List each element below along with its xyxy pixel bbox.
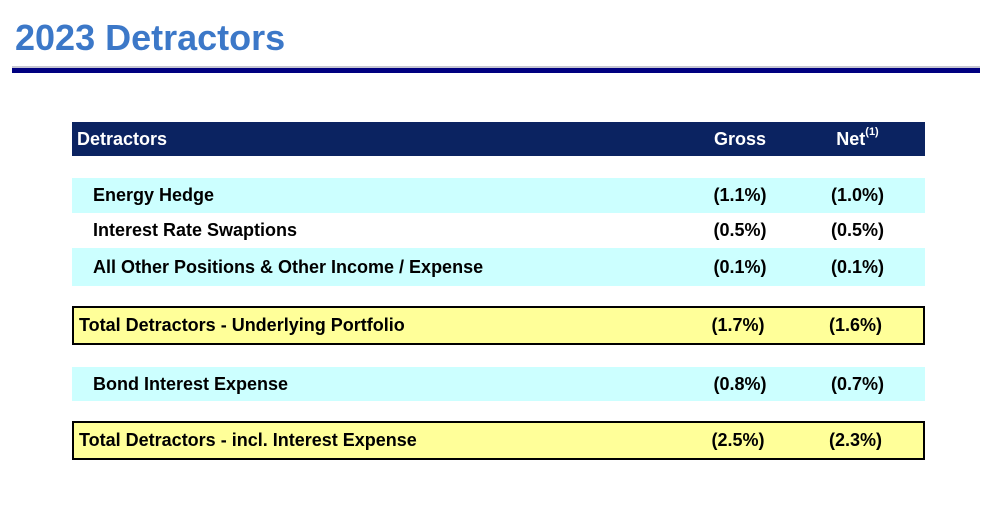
row-label: Bond Interest Expense [93, 373, 289, 394]
net-value: (0.5%) [830, 220, 884, 240]
header-detractors: Detractors [77, 128, 168, 149]
gross-value: (0.8%) [713, 373, 767, 394]
net-value: (1.6%) [828, 315, 882, 335]
table-row: Bond Interest Expense (0.8%) (0.7%) [72, 367, 925, 401]
net-value: (0.1%) [830, 256, 884, 277]
net-value: (1.0%) [830, 185, 884, 205]
total-row-incl-interest-expense: Total Detractors - incl. Interest Expens… [72, 421, 925, 460]
gross-value: (1.7%) [711, 315, 765, 335]
table-row: Interest Rate Swaptions (0.5%) (0.5%) [72, 213, 925, 248]
table-header-row: Detractors Gross Net(1) [72, 122, 925, 156]
row-label: Total Detractors - Underlying Portfolio [79, 315, 405, 335]
header-net-text: Net [836, 128, 866, 149]
row-label: Total Detractors - incl. Interest Expens… [79, 430, 417, 450]
net-value: (0.7%) [830, 373, 884, 394]
net-value: (2.3%) [828, 430, 882, 450]
detractors-table: Detractors Gross Net(1) Energy Hedge (1.… [72, 122, 925, 460]
slide: 2023 Detractors Detractors Gross Net(1) … [0, 20, 991, 460]
table-row: All Other Positions & Other Income / Exp… [72, 248, 925, 286]
gross-value: (2.5%) [711, 430, 765, 450]
header-net-footnote-marker: (1) [865, 125, 879, 138]
gross-value: (0.1%) [713, 256, 767, 277]
header-net: Net(1) [800, 125, 915, 150]
page-title: 2023 Detractors [15, 17, 286, 58]
row-label: Interest Rate Swaptions [93, 220, 298, 240]
gross-value: (0.5%) [713, 220, 767, 240]
header-gross: Gross [713, 128, 767, 149]
total-row-underlying-portfolio: Total Detractors - Underlying Portfolio … [72, 306, 925, 345]
row-label: All Other Positions & Other Income / Exp… [93, 256, 484, 277]
gross-value: (1.1%) [713, 185, 767, 205]
title-rule [12, 66, 980, 73]
row-label: Energy Hedge [93, 185, 215, 205]
table-row: Energy Hedge (1.1%) (1.0%) [72, 178, 925, 213]
